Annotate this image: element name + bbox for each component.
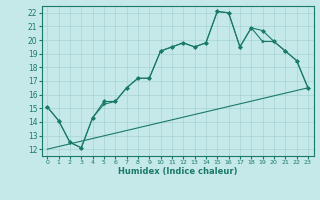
X-axis label: Humidex (Indice chaleur): Humidex (Indice chaleur) <box>118 167 237 176</box>
